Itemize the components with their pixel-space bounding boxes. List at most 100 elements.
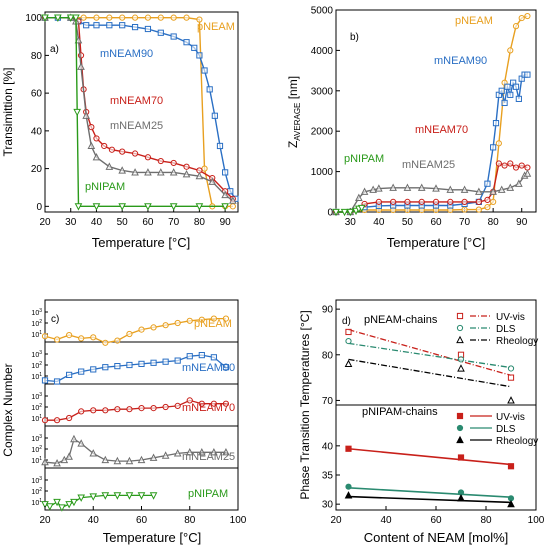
c-point-mneam70-2: [66, 414, 73, 422]
c-point-mneam25-3: [65, 452, 73, 460]
b-point-pneam-18: [524, 12, 531, 20]
a-point-pnipam-8: [144, 203, 152, 211]
d-legend-top-marker-uvvis: [456, 312, 464, 320]
b-point-pneam-16: [512, 23, 520, 30]
b-line-pneam: [336, 15, 528, 213]
a-point-pneam-3: [80, 14, 87, 21]
c-point-mneam90-0: [41, 377, 49, 384]
c-strip-pnipam-ytick-label-3: 103: [31, 476, 42, 485]
a-point-mneam90-12: [183, 39, 190, 46]
c-point-mneam70-8: [138, 405, 145, 412]
a-point-pneam-7: [131, 14, 139, 21]
c-point-pnipam-4: [65, 501, 73, 509]
b-point-pneam-17: [518, 14, 525, 22]
c-strip-pnipam-ytick-exp-1: 1: [39, 498, 42, 504]
a-point-mneam90-5: [93, 22, 100, 29]
a-point-mneam90-9: [144, 25, 152, 33]
a-point-pnipam-6: [92, 203, 101, 211]
label-b-mneam90: mNEAM90: [434, 55, 487, 67]
panel-a-series: [41, 13, 239, 211]
panel-b-series: [332, 12, 532, 217]
panel-c-strips: 1011021031011021031011021031011021031011…: [31, 299, 239, 511]
c-point-mneam90-13: [198, 352, 205, 359]
d-xtick-label-40: 40: [380, 515, 392, 526]
b-point-mneam25-10: [446, 185, 455, 193]
panel-b-ylabel-sub: AVERAGE: [293, 103, 302, 141]
a-point-pnipam-3: [72, 14, 80, 22]
d-fit-bottom-uvvis: [348, 447, 512, 466]
b-ytick-label-0: 0: [327, 208, 333, 219]
b-xtick-label-80: 80: [488, 217, 500, 228]
a-point-mneam90-14: [196, 52, 203, 59]
b-ytick-label-4000: 4000: [311, 46, 334, 57]
d-legend-top-marker-dls: [456, 324, 464, 332]
d-top-ytick-label-80: 80: [322, 350, 334, 361]
b-point-mneam70-11: [484, 196, 491, 203]
c-point-pnipam-9: [113, 492, 122, 500]
d-legend-top-label-uvvis: UV-vis: [496, 312, 525, 323]
panel-d-tag: d): [342, 316, 351, 327]
c-point-mneam90-4: [90, 366, 97, 373]
a-point-mneam70-15: [183, 163, 190, 170]
c-point-pneam-4: [90, 334, 97, 341]
c-point-mneam25-7: [101, 455, 110, 464]
a-point-pneam-5: [106, 14, 113, 21]
b-xtick-label-60: 60: [430, 217, 442, 228]
c-point-mneam90-8: [138, 360, 145, 367]
c-point-pnipam-6: [77, 494, 86, 502]
d-top-ytick-label-90: 90: [322, 305, 334, 316]
c-point-mneam25-11: [149, 453, 158, 461]
a-point-pneam-6: [119, 14, 126, 21]
a-point-mneam90-16: [206, 86, 213, 93]
a-point-mneam25-11: [144, 168, 152, 176]
a-point-pnipam-11: [221, 203, 229, 211]
c-point-pneam-5: [102, 339, 109, 346]
b-point-pnipam-5: [357, 204, 366, 213]
label-b-mneam25: mNEAM25: [402, 159, 455, 171]
b-point-pnipam-0: [332, 208, 340, 217]
b-point-mneam25-8: [417, 183, 426, 191]
c-point-pneam-7: [126, 330, 133, 338]
c-point-mneam90-2: [66, 371, 73, 378]
b-point-mneam70-13: [495, 160, 502, 167]
c-point-mneam25-12: [161, 451, 170, 459]
c-point-mneam90-5: [102, 364, 109, 371]
label-c-mneam90: mNEAM90: [182, 362, 235, 374]
c-xtick-label-60: 60: [136, 515, 148, 526]
b-point-pneam-10: [475, 206, 482, 213]
a-point-mneam25-3: [74, 36, 83, 44]
c-point-pnipam-10: [125, 492, 134, 500]
b-point-mneam70-8: [447, 198, 454, 205]
a-point-mneam25-6: [87, 141, 96, 150]
a-point-mneam25-17: [221, 190, 229, 199]
c-point-mneam70-3: [78, 408, 85, 415]
c-point-mneam90-1: [53, 378, 61, 385]
c-strip-mneam70-ytick-exp-2: 2: [39, 403, 42, 409]
c-point-mneam25-5: [77, 439, 86, 447]
b-point-mneam25-18: [523, 169, 532, 177]
label-c-pnipam: pNIPAM: [188, 488, 228, 500]
a-point-mneam90-7: [119, 22, 126, 29]
d-fit-top-uvvis: [348, 329, 512, 376]
c-point-mneam70-14: [210, 400, 217, 407]
b-point-mneam25-14: [497, 185, 506, 193]
panel-d-group-top: pNEAM-chains: [364, 314, 438, 326]
a-point-mneam25-16: [208, 177, 217, 185]
b-point-mneam70-4: [390, 198, 397, 205]
b-point-mneam25-3: [360, 187, 369, 195]
a-ytick-label-80: 80: [31, 51, 43, 62]
a-xtick-label-20: 20: [39, 217, 51, 228]
b-point-mneam25-2: [355, 193, 363, 201]
panel-a-ticks: 20 30 40 50 60 70 80 90 0 20 40 60 80 100: [25, 13, 231, 228]
c-point-pneam-13: [198, 316, 205, 323]
b-point-mneam70-9: [461, 198, 468, 205]
a-point-mneam70-14: [170, 159, 177, 167]
b-point-mneam25-4: [369, 185, 377, 193]
c-point-mneam70-10: [162, 403, 169, 411]
a-point-mneam90-11: [170, 33, 177, 40]
c-strip-pneam-ytick-exp-1: 1: [39, 330, 42, 336]
panel-a-frame: [44, 11, 239, 213]
d-legend-bottom-label-rheology: Rheology: [496, 436, 538, 447]
c-strip-mneam90-ytick-exp-2: 2: [39, 361, 42, 367]
